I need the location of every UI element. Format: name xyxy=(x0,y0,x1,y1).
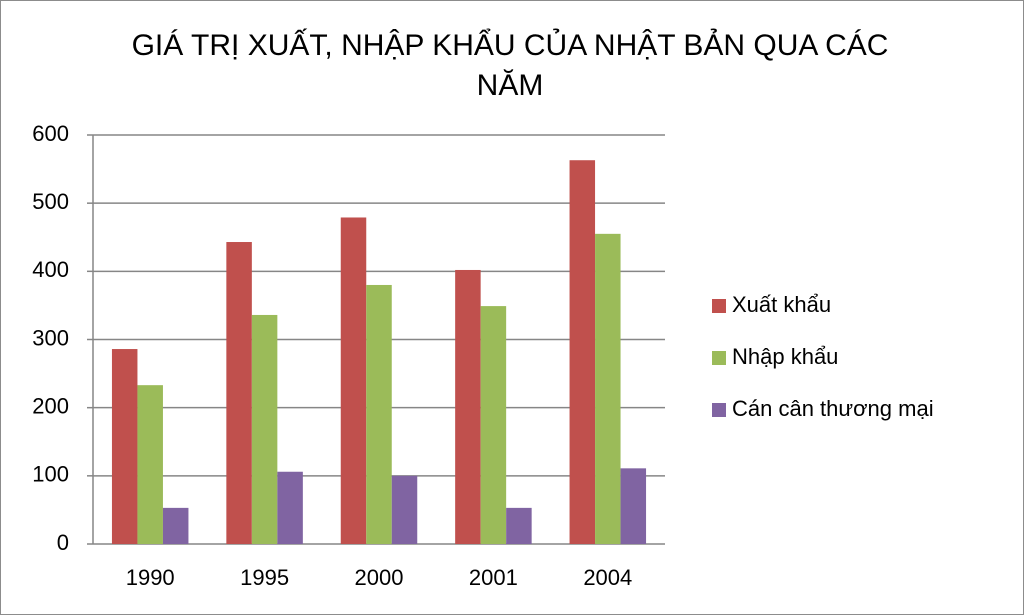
bar xyxy=(277,471,303,544)
legend-label: Cán cân thương mại xyxy=(732,396,934,421)
y-tick-label: 0 xyxy=(57,530,69,555)
y-tick-label: 300 xyxy=(32,325,69,350)
legend-swatch xyxy=(712,299,726,313)
x-tick-label: 2000 xyxy=(355,565,404,590)
legend-label: Nhập khẩu xyxy=(732,344,838,369)
bar xyxy=(620,468,647,544)
bar xyxy=(506,507,532,544)
bar xyxy=(569,160,596,544)
legend-swatch xyxy=(712,351,726,365)
bar xyxy=(251,314,278,544)
y-tick-label: 400 xyxy=(32,257,69,282)
bar xyxy=(455,269,481,544)
bar xyxy=(480,306,507,544)
bar xyxy=(595,233,621,544)
chart-title: GIÁ TRỊ XUẤT, NHẬP KHẨU CỦA NHẬT BẢN QUA… xyxy=(131,29,889,102)
bar xyxy=(391,475,418,544)
bar xyxy=(340,217,367,544)
x-tick-label: 2001 xyxy=(469,565,518,590)
bar xyxy=(137,385,163,544)
x-tick-label: 1995 xyxy=(240,565,289,590)
bar xyxy=(162,507,189,544)
bar xyxy=(111,349,138,544)
bar xyxy=(366,284,392,544)
y-tick-label: 600 xyxy=(32,121,69,146)
x-tick-label: 2004 xyxy=(583,565,632,590)
y-tick-label: 500 xyxy=(32,189,69,214)
y-tick-label: 100 xyxy=(32,462,69,487)
x-tick-label: 1990 xyxy=(126,565,175,590)
legend-swatch xyxy=(712,403,726,417)
y-tick-label: 200 xyxy=(32,393,69,418)
bar xyxy=(226,242,252,544)
legend-label: Xuất khẩu xyxy=(732,292,831,317)
